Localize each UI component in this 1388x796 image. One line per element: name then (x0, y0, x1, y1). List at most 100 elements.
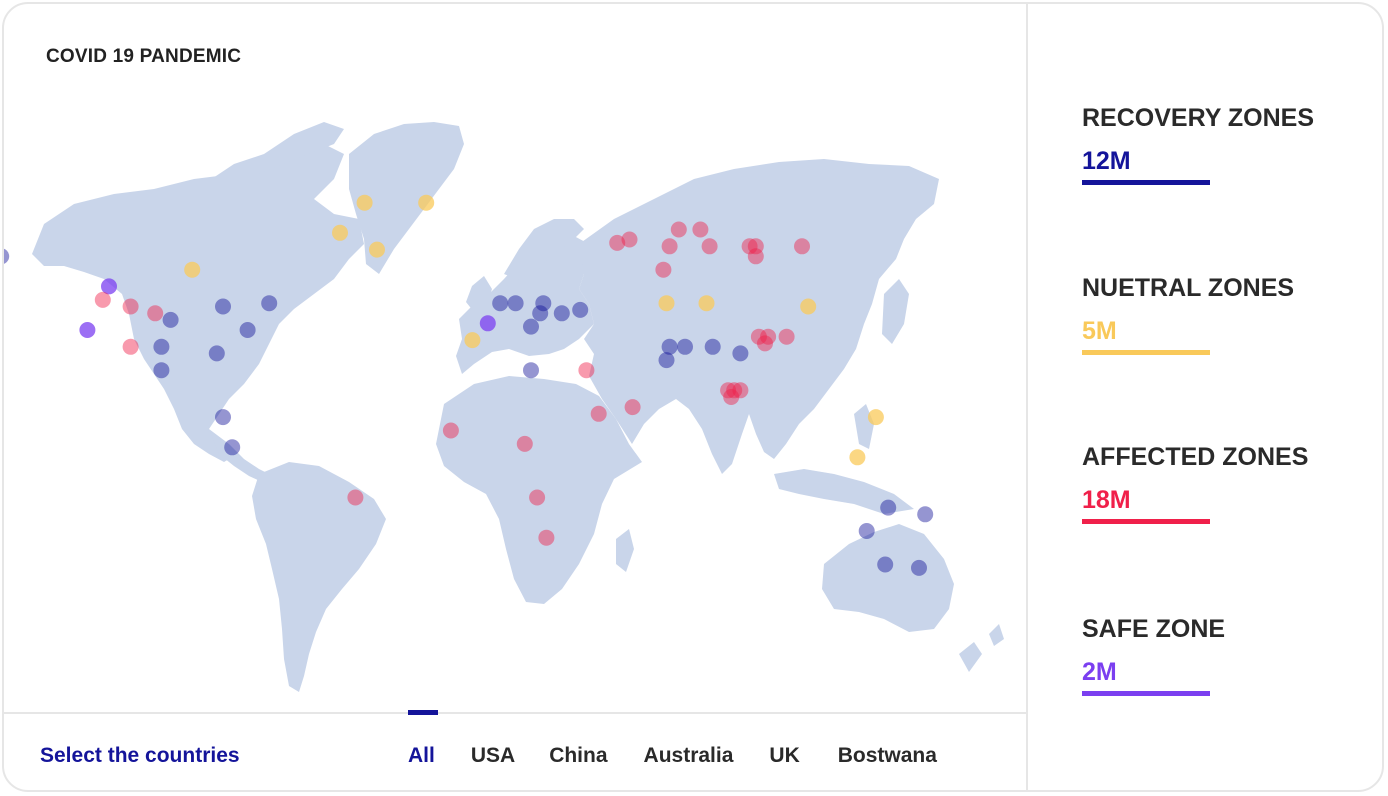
marker-recovery[interactable] (239, 322, 256, 338)
marker-recovery[interactable] (572, 301, 589, 318)
marker-safe[interactable] (79, 322, 96, 338)
land-masses (32, 122, 1004, 692)
marker-recovery[interactable] (507, 295, 524, 312)
marker-neutral[interactable] (867, 409, 884, 426)
marker-recovery[interactable] (523, 362, 539, 379)
marker-recovery[interactable] (732, 345, 749, 362)
marker-safe[interactable] (479, 315, 496, 332)
legend-recovery: RECOVERY ZONES 12M (1082, 104, 1314, 185)
tab-uk[interactable]: UK (769, 744, 800, 767)
marker-safe[interactable] (101, 278, 117, 295)
marker-recovery[interactable] (261, 295, 278, 312)
marker-affected[interactable] (621, 231, 638, 248)
tab-australia[interactable]: Australia (643, 744, 734, 767)
marker-affected[interactable] (655, 261, 672, 278)
marker-recovery[interactable] (677, 338, 693, 355)
marker-neutral[interactable] (184, 261, 201, 278)
marker-affected[interactable] (94, 291, 111, 308)
marker-neutral[interactable] (418, 194, 435, 211)
philippines (854, 404, 874, 449)
marker-recovery[interactable] (661, 338, 678, 355)
active-tab-indicator (408, 710, 438, 715)
marker-recovery[interactable] (553, 305, 570, 322)
marker-affected[interactable] (750, 328, 767, 345)
north-america-landmass (32, 144, 364, 462)
marker-recovery[interactable] (880, 499, 897, 516)
marker-affected[interactable] (529, 489, 546, 506)
marker-recovery[interactable] (523, 318, 539, 335)
tab-all[interactable]: All (408, 744, 435, 767)
marker-recovery[interactable] (153, 362, 170, 379)
marker-neutral[interactable] (658, 295, 675, 312)
marker-neutral[interactable] (332, 224, 348, 241)
legend-value: 12M (1082, 147, 1131, 175)
marker-recovery[interactable] (224, 439, 241, 456)
marker-recovery[interactable] (917, 506, 934, 523)
marker-affected[interactable] (692, 221, 709, 238)
marker-recovery[interactable] (215, 298, 231, 315)
marker-affected[interactable] (661, 238, 678, 255)
marker-affected[interactable] (122, 298, 139, 315)
country-tabs: All USA China Australia UK Bostwana (408, 744, 937, 768)
marker-recovery[interactable] (4, 248, 10, 264)
marker-affected[interactable] (122, 338, 139, 355)
legend-label: AFFECTED ZONES (1082, 443, 1309, 471)
marker-affected[interactable] (757, 335, 773, 352)
marker-recovery[interactable] (704, 338, 721, 355)
marker-affected[interactable] (516, 435, 533, 452)
marker-recovery[interactable] (532, 305, 549, 322)
marker-affected[interactable] (147, 305, 164, 322)
marker-affected[interactable] (747, 248, 764, 265)
world-map (4, 122, 1004, 692)
marker-affected[interactable] (701, 238, 718, 255)
marker-affected[interactable] (726, 382, 743, 399)
page-title: COVID 19 PANDEMIC (46, 46, 242, 67)
marker-neutral[interactable] (800, 298, 817, 315)
marker-neutral[interactable] (356, 194, 373, 211)
legend-label: SAFE ZONE (1082, 615, 1226, 643)
vertical-divider (1026, 4, 1028, 790)
marker-recovery[interactable] (492, 295, 509, 312)
marker-recovery[interactable] (858, 523, 875, 539)
australia-landmass (822, 524, 954, 632)
marker-recovery[interactable] (208, 345, 225, 362)
marker-affected[interactable] (778, 328, 795, 345)
marker-affected[interactable] (578, 362, 595, 379)
marker-affected[interactable] (723, 389, 740, 405)
marker-affected[interactable] (741, 238, 758, 255)
marker-affected[interactable] (670, 221, 687, 238)
marker-affected[interactable] (590, 405, 607, 422)
marker-affected[interactable] (747, 238, 764, 255)
marker-recovery[interactable] (911, 559, 927, 576)
scandinavia-landmass (504, 219, 584, 282)
marker-affected[interactable] (720, 382, 737, 399)
marker-affected[interactable] (538, 529, 555, 546)
marker-affected[interactable] (624, 399, 641, 416)
marker-recovery[interactable] (535, 295, 552, 312)
marker-recovery[interactable] (215, 409, 231, 426)
japan (882, 279, 909, 344)
marker-neutral[interactable] (369, 241, 385, 258)
marker-neutral[interactable] (698, 295, 715, 312)
marker-recovery[interactable] (153, 338, 170, 355)
marker-affected[interactable] (732, 382, 749, 399)
marker-affected[interactable] (347, 489, 364, 506)
marker-affected[interactable] (760, 328, 777, 345)
marker-neutral[interactable] (464, 332, 481, 349)
marker-recovery[interactable] (658, 352, 675, 369)
marker-recovery[interactable] (162, 311, 179, 328)
marker-affected[interactable] (442, 422, 459, 439)
legend-affected: AFFECTED ZONES 18M (1082, 443, 1308, 524)
legend-label: RECOVERY ZONES (1082, 104, 1314, 132)
marker-affected[interactable] (609, 234, 626, 251)
tab-china[interactable]: China (549, 744, 608, 767)
tab-bostwana[interactable]: Bostwana (837, 744, 937, 767)
legend-bar (1082, 180, 1210, 185)
marker-neutral[interactable] (849, 449, 866, 466)
legend-safe: SAFE ZONE 2M (1082, 615, 1225, 696)
tab-usa[interactable]: USA (470, 744, 516, 767)
marker-affected[interactable] (794, 238, 810, 255)
marker-recovery[interactable] (877, 556, 894, 573)
legend-bar (1082, 691, 1210, 696)
greenland-landmass (349, 122, 464, 274)
